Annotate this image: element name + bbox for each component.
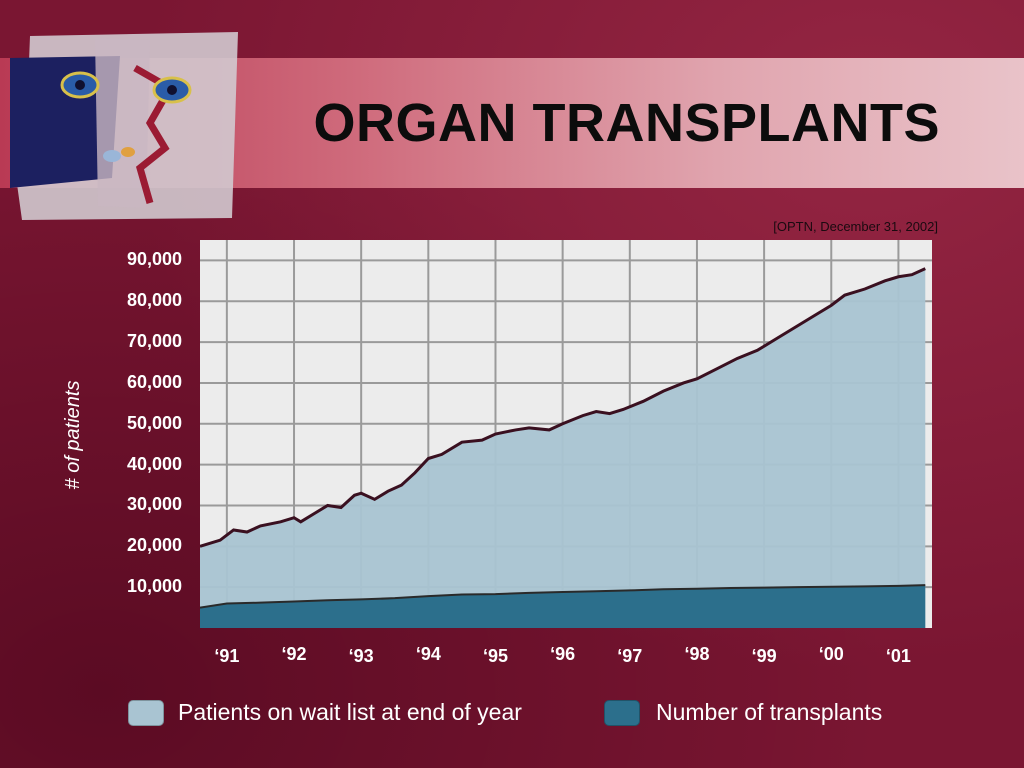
- y-tick-label: 30,000: [126, 494, 182, 515]
- faces-logo: [10, 32, 238, 220]
- y-tick-label: 70,000: [126, 331, 182, 352]
- y-tick-label: 90,000: [126, 249, 182, 270]
- slide-title: ORGAN TRANSPLANTS: [313, 93, 940, 153]
- y-tick-label: 20,000: [126, 535, 182, 556]
- x-tick-label: ‘98: [684, 644, 710, 664]
- y-tick-label: 80,000: [126, 290, 182, 311]
- area-chart: [199, 240, 932, 628]
- legend-label-waitlist: Patients on wait list at end of year: [178, 699, 522, 725]
- legend-label-transplants: Number of transplants: [656, 699, 883, 725]
- x-tick-label: ‘93: [348, 646, 374, 666]
- plot-area: [199, 240, 932, 628]
- legend-swatch-waitlist: [128, 700, 164, 726]
- x-tick-label: ‘92: [281, 644, 307, 664]
- legend: Patients on wait list at end of year Num…: [128, 697, 928, 729]
- x-tick-label: ‘99: [751, 646, 777, 666]
- waitlist-line: [199, 267, 926, 548]
- x-tick-label: ‘91: [214, 646, 240, 666]
- y-tick-label: 10,000: [126, 576, 182, 597]
- legend-swatch-transplants: [604, 700, 640, 726]
- x-tick-label: ‘00: [818, 644, 844, 664]
- x-tick-label: ‘95: [482, 646, 508, 666]
- x-tick-label: ‘97: [617, 646, 643, 666]
- transplants-area: [200, 585, 926, 628]
- y-tick-label: 60,000: [126, 371, 182, 392]
- source-citation: [OPTN, December 31, 2002]: [773, 219, 938, 234]
- y-tick-label: 40,000: [126, 453, 182, 474]
- x-tick-label: ‘94: [415, 644, 441, 664]
- x-tick-label: ‘01: [885, 646, 911, 666]
- waitlist-area: [200, 268, 926, 628]
- x-tick-label: ‘96: [550, 644, 576, 664]
- transplants-line: [199, 584, 926, 609]
- y-tick-label: 50,000: [126, 412, 182, 433]
